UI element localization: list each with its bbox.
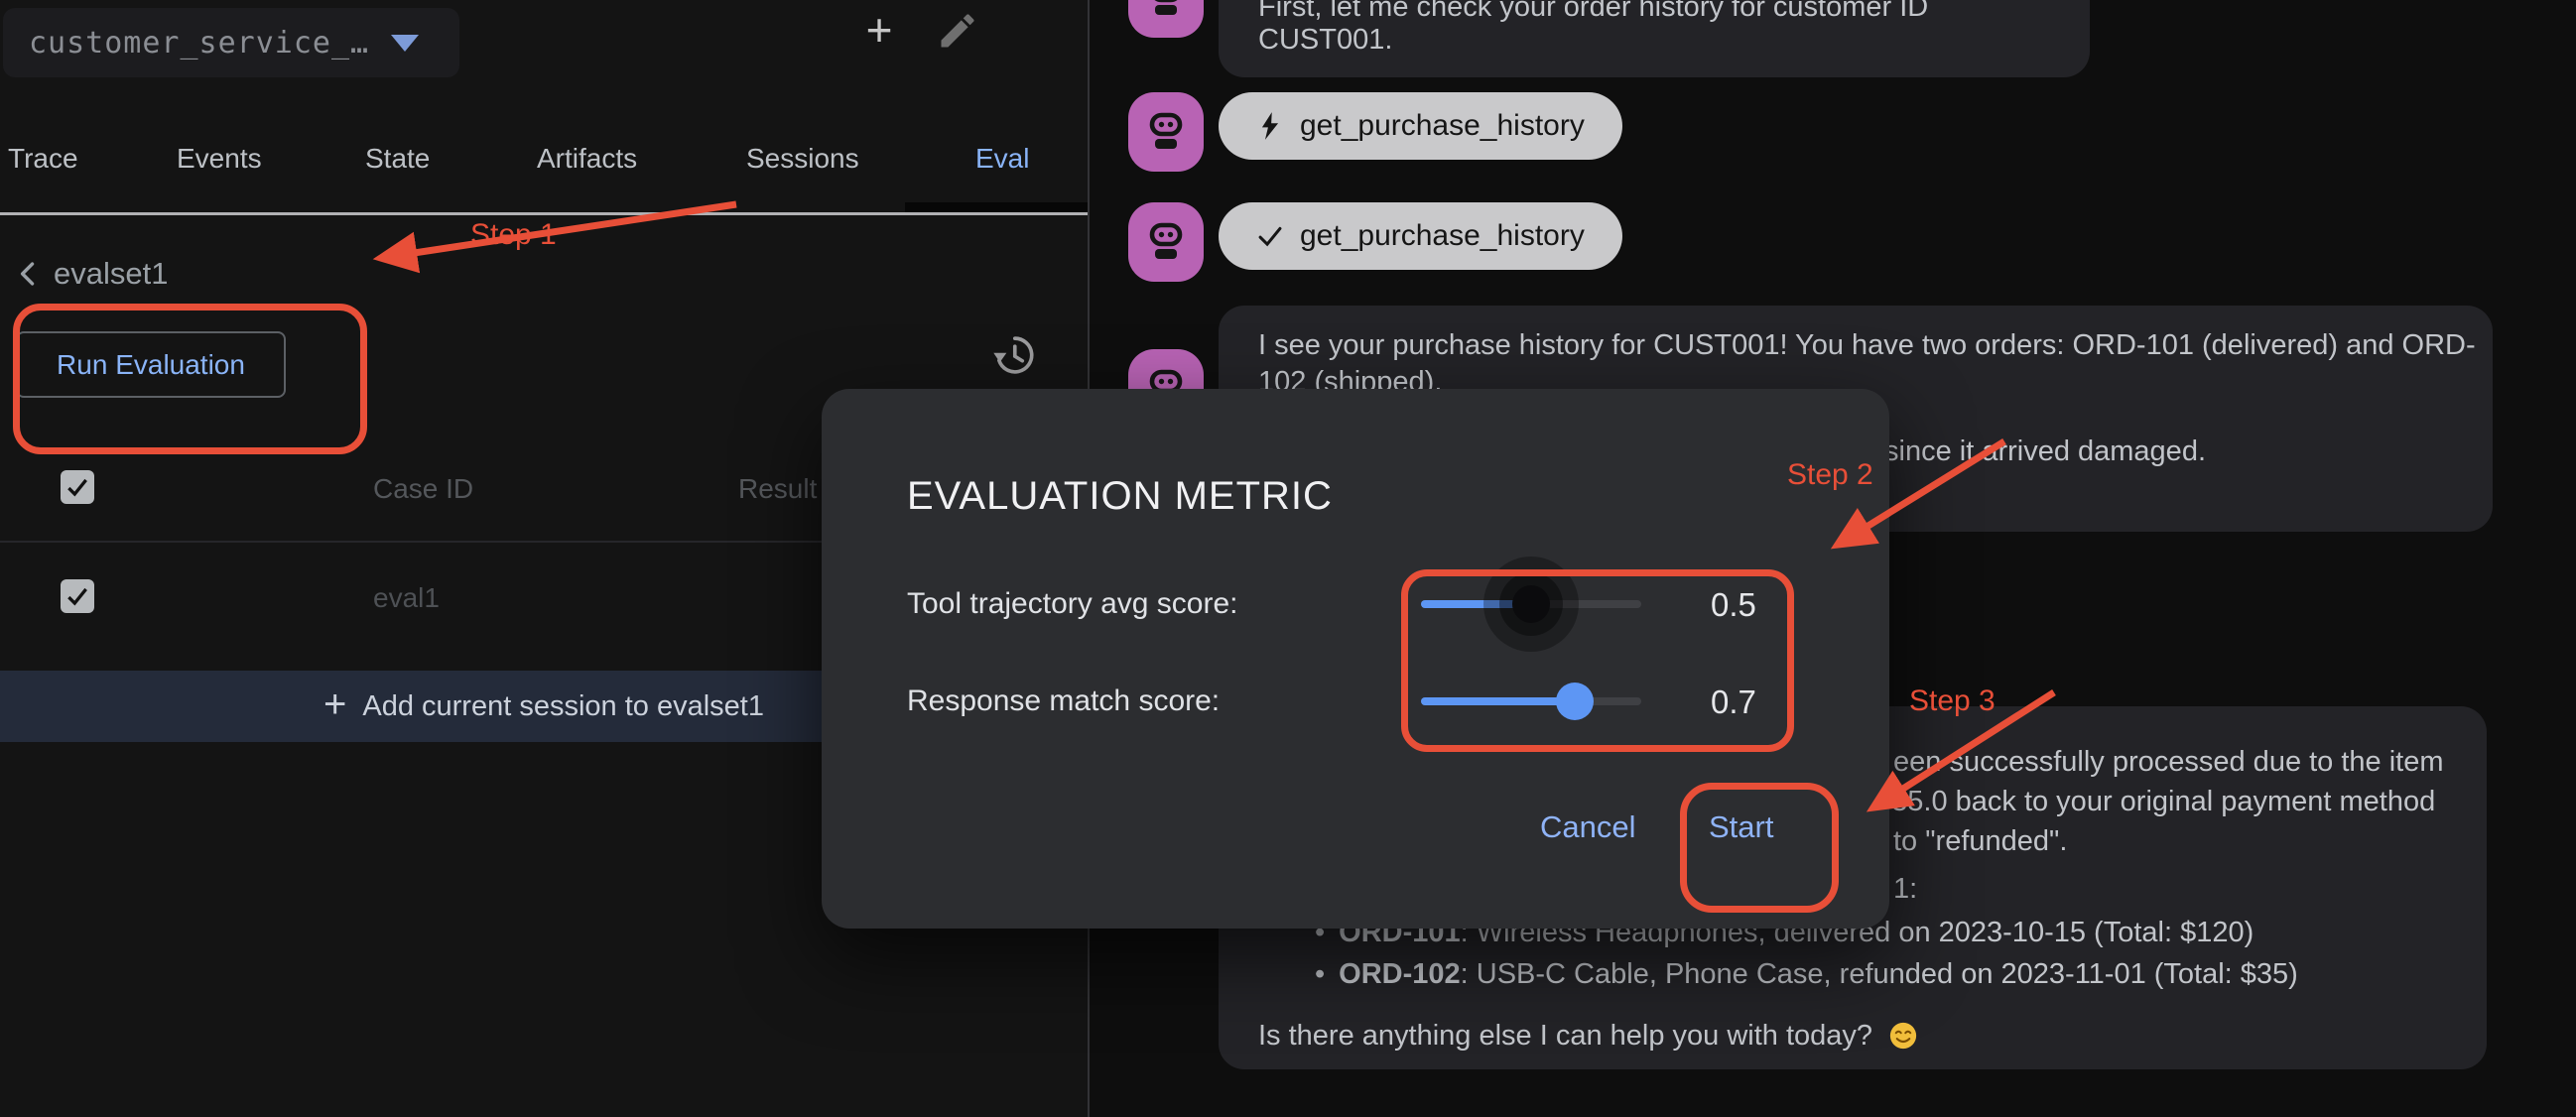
evalset-back[interactable]: evalset1 (12, 256, 168, 292)
edit-button[interactable] (935, 8, 980, 54)
bot-message-fragment: $35.0 back to your original payment meth… (1875, 786, 2436, 817)
order-details: : USB-C Cable, Phone Case, refunded on 2… (1460, 958, 2298, 990)
metric-label-tool-trajectory: Tool trajectory avg score: (907, 587, 1238, 620)
tab-artifacts[interactable]: Artifacts (537, 143, 638, 174)
bullet-dot: • (1315, 958, 1326, 990)
bot-avatar (1128, 92, 1204, 172)
smile-emoji (1890, 1022, 1917, 1050)
add-session-label: Add current session to evalset1 (362, 689, 764, 722)
tab-bar-divider (0, 212, 1088, 215)
table-divider (0, 541, 1088, 543)
bot-message-fragment: since it arrived damaged. (1884, 435, 2206, 467)
order-list-item: • ORD-102: USB-C Cable, Phone Case, refun… (1258, 956, 2447, 992)
evaluation-metric-dialog: EVALUATION METRIC Tool trajectory avg sc… (822, 389, 1889, 929)
tool-result-label: get_purchase_history (1300, 219, 1585, 252)
plus-icon: + (865, 4, 893, 56)
tool-trajectory-slider[interactable] (1421, 557, 1641, 652)
order-id: ORD-102 (1339, 958, 1461, 990)
bot-avatar (1128, 202, 1204, 282)
tab-state[interactable]: State (365, 143, 431, 174)
tab-trace[interactable]: Trace (8, 143, 78, 174)
run-evaluation-button[interactable]: Run Evaluation (16, 331, 286, 398)
new-session-button[interactable]: + (855, 4, 903, 56)
row-checkbox[interactable] (61, 579, 94, 613)
bot-message-fragment: to "refunded". (1893, 825, 2068, 857)
plus-icon: + (323, 682, 347, 726)
bot-message-fragment: 1: (1893, 873, 1918, 905)
tab-sessions[interactable]: Sessions (746, 143, 859, 174)
bot-avatar (1128, 0, 1204, 38)
slider-thumb[interactable] (1556, 683, 1594, 720)
tool-trajectory-value: 0.5 (1711, 586, 1756, 623)
bolt-icon (1256, 111, 1284, 141)
bot-message-closing: Is there anything else I can help you wi… (1258, 1020, 1873, 1052)
slider-fill (1421, 697, 1575, 705)
tool-result-chip[interactable]: get_purchase_history (1219, 202, 1622, 270)
tab-eval[interactable]: Eval (975, 143, 1030, 174)
robot-icon (1154, 0, 1178, 15)
agent-select[interactable]: customer_service_… (3, 8, 459, 77)
robot-icon (1149, 112, 1183, 149)
start-button[interactable]: Start (1699, 804, 1783, 851)
chevron-left-icon (20, 262, 35, 286)
response-match-value: 0.7 (1711, 683, 1756, 720)
pencil-icon (941, 14, 974, 48)
tool-call-chip[interactable]: get_purchase_history (1219, 92, 1622, 160)
run-evaluation-label: Run Evaluation (57, 348, 245, 380)
bot-message-line: I see your purchase history for CUST001!… (1258, 329, 2476, 361)
tab-events[interactable]: Events (177, 143, 262, 174)
robot-icon (1149, 222, 1183, 259)
table-row-case-id: eval1 (373, 582, 440, 613)
check-icon (67, 478, 87, 497)
bot-message-fragment: een successfully processed due to the it… (1893, 746, 2444, 778)
bot-message: First, let me check your order history f… (1219, 0, 2090, 77)
column-case-id: Case ID (373, 473, 474, 504)
slider-thumb[interactable] (1512, 585, 1550, 623)
tool-call-label: get_purchase_history (1300, 109, 1585, 142)
caret-down-icon (391, 34, 420, 52)
bullet-dot: • (1315, 917, 1326, 948)
check-icon (67, 587, 87, 606)
history-button[interactable] (990, 331, 1038, 379)
tab-bar: Trace Events State Artifacts Sessions Ev… (0, 143, 1088, 188)
check-icon (1256, 222, 1284, 250)
select-all-checkbox[interactable] (61, 470, 94, 504)
tab-active-indicator (905, 202, 1088, 212)
agent-select-value: customer_service_… (29, 25, 370, 61)
response-match-slider[interactable] (1421, 682, 1641, 721)
evalset-name: evalset1 (54, 256, 169, 291)
slider-fill (1421, 600, 1531, 608)
history-icon (993, 336, 1034, 374)
column-result: Result (738, 473, 818, 504)
cancel-button[interactable]: Cancel (1530, 804, 1646, 851)
metric-label-response-match: Response match score: (907, 684, 1221, 717)
dialog-title: EVALUATION METRIC (907, 474, 1333, 518)
bot-message-text: First, let me check your order history f… (1258, 0, 1929, 56)
